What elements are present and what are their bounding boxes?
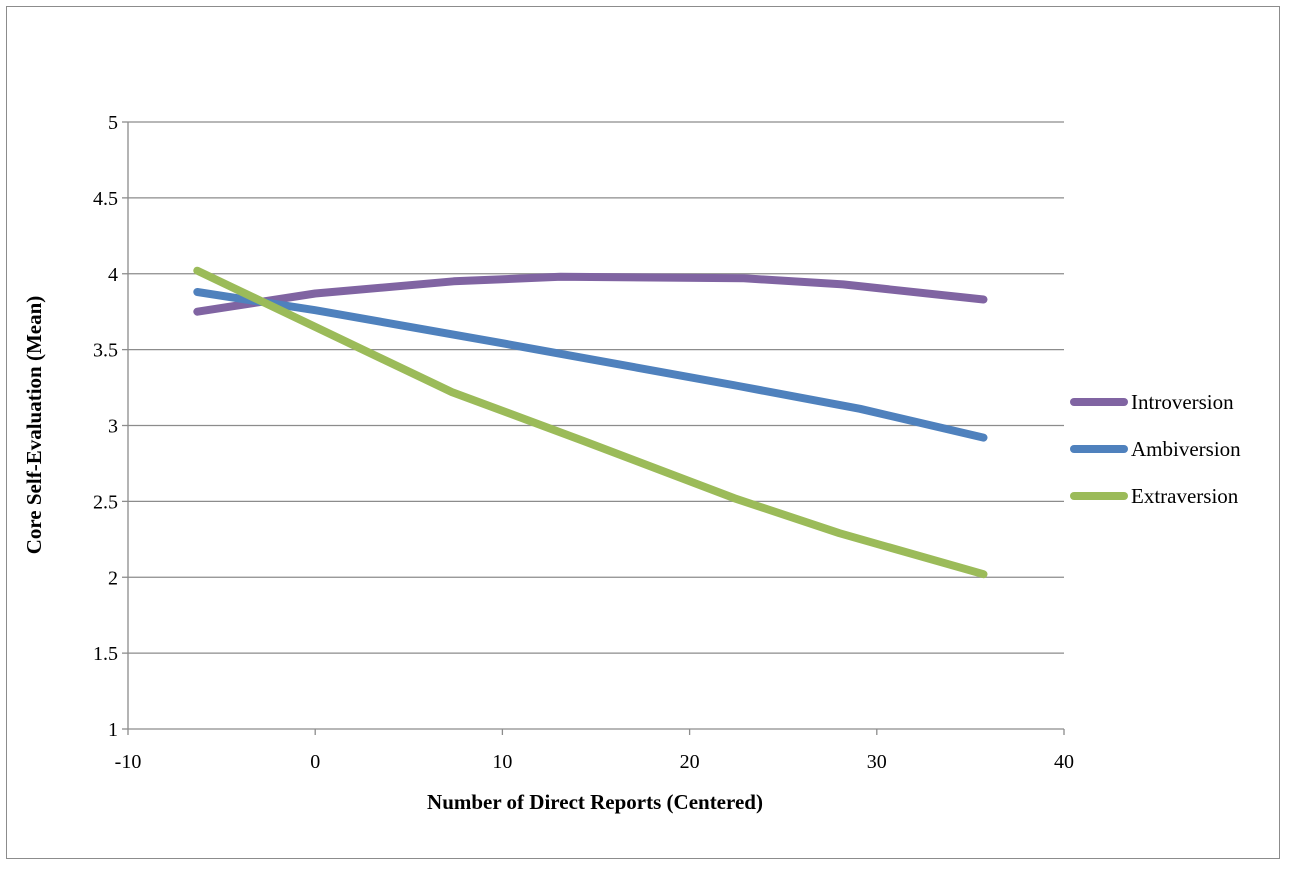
x-tick-label: -10 bbox=[115, 751, 142, 773]
chart-frame bbox=[6, 6, 1280, 859]
x-tick-label: 10 bbox=[492, 751, 512, 773]
y-tick-label: 1 bbox=[108, 719, 118, 741]
y-tick-label: 4.5 bbox=[93, 188, 118, 210]
y-axis-title: Core Self-Evaluation (Mean) bbox=[22, 296, 46, 555]
x-tick-label: 40 bbox=[1054, 751, 1074, 773]
series-line-introversion bbox=[193, 272, 988, 316]
x-tick-label: 20 bbox=[680, 751, 700, 773]
x-tick-label: 0 bbox=[310, 751, 320, 773]
y-tick-label: 3 bbox=[108, 416, 118, 438]
axes bbox=[122, 121, 1065, 735]
legend-label-ambiversion: Ambiversion bbox=[1131, 437, 1241, 461]
legend: Introversion Ambiversion Extraversion bbox=[1070, 390, 1241, 508]
legend-label-introversion: Introversion bbox=[1131, 390, 1234, 414]
y-tick-label: 5 bbox=[108, 112, 118, 134]
y-tick-label: 1.5 bbox=[93, 643, 118, 665]
y-tick-label: 2.5 bbox=[93, 491, 118, 513]
y-tick-label: 3.5 bbox=[93, 340, 118, 362]
x-axis-title: Number of Direct Reports (Centered) bbox=[427, 790, 763, 814]
series-line-ambiversion bbox=[193, 288, 988, 442]
y-tick-label: 4 bbox=[108, 264, 118, 286]
legend-label-extraversion: Extraversion bbox=[1131, 484, 1239, 508]
x-tick-labels: -10 0 10 20 30 40 bbox=[115, 751, 1074, 773]
gridlines bbox=[128, 121, 1064, 654]
x-tick-label: 30 bbox=[867, 751, 887, 773]
series-line-extraversion bbox=[193, 266, 988, 579]
series-lines bbox=[193, 266, 988, 579]
y-tick-labels: 1 1.5 2 2.5 3 3.5 4 4.5 5 bbox=[93, 112, 118, 741]
y-tick-label: 2 bbox=[108, 567, 118, 589]
